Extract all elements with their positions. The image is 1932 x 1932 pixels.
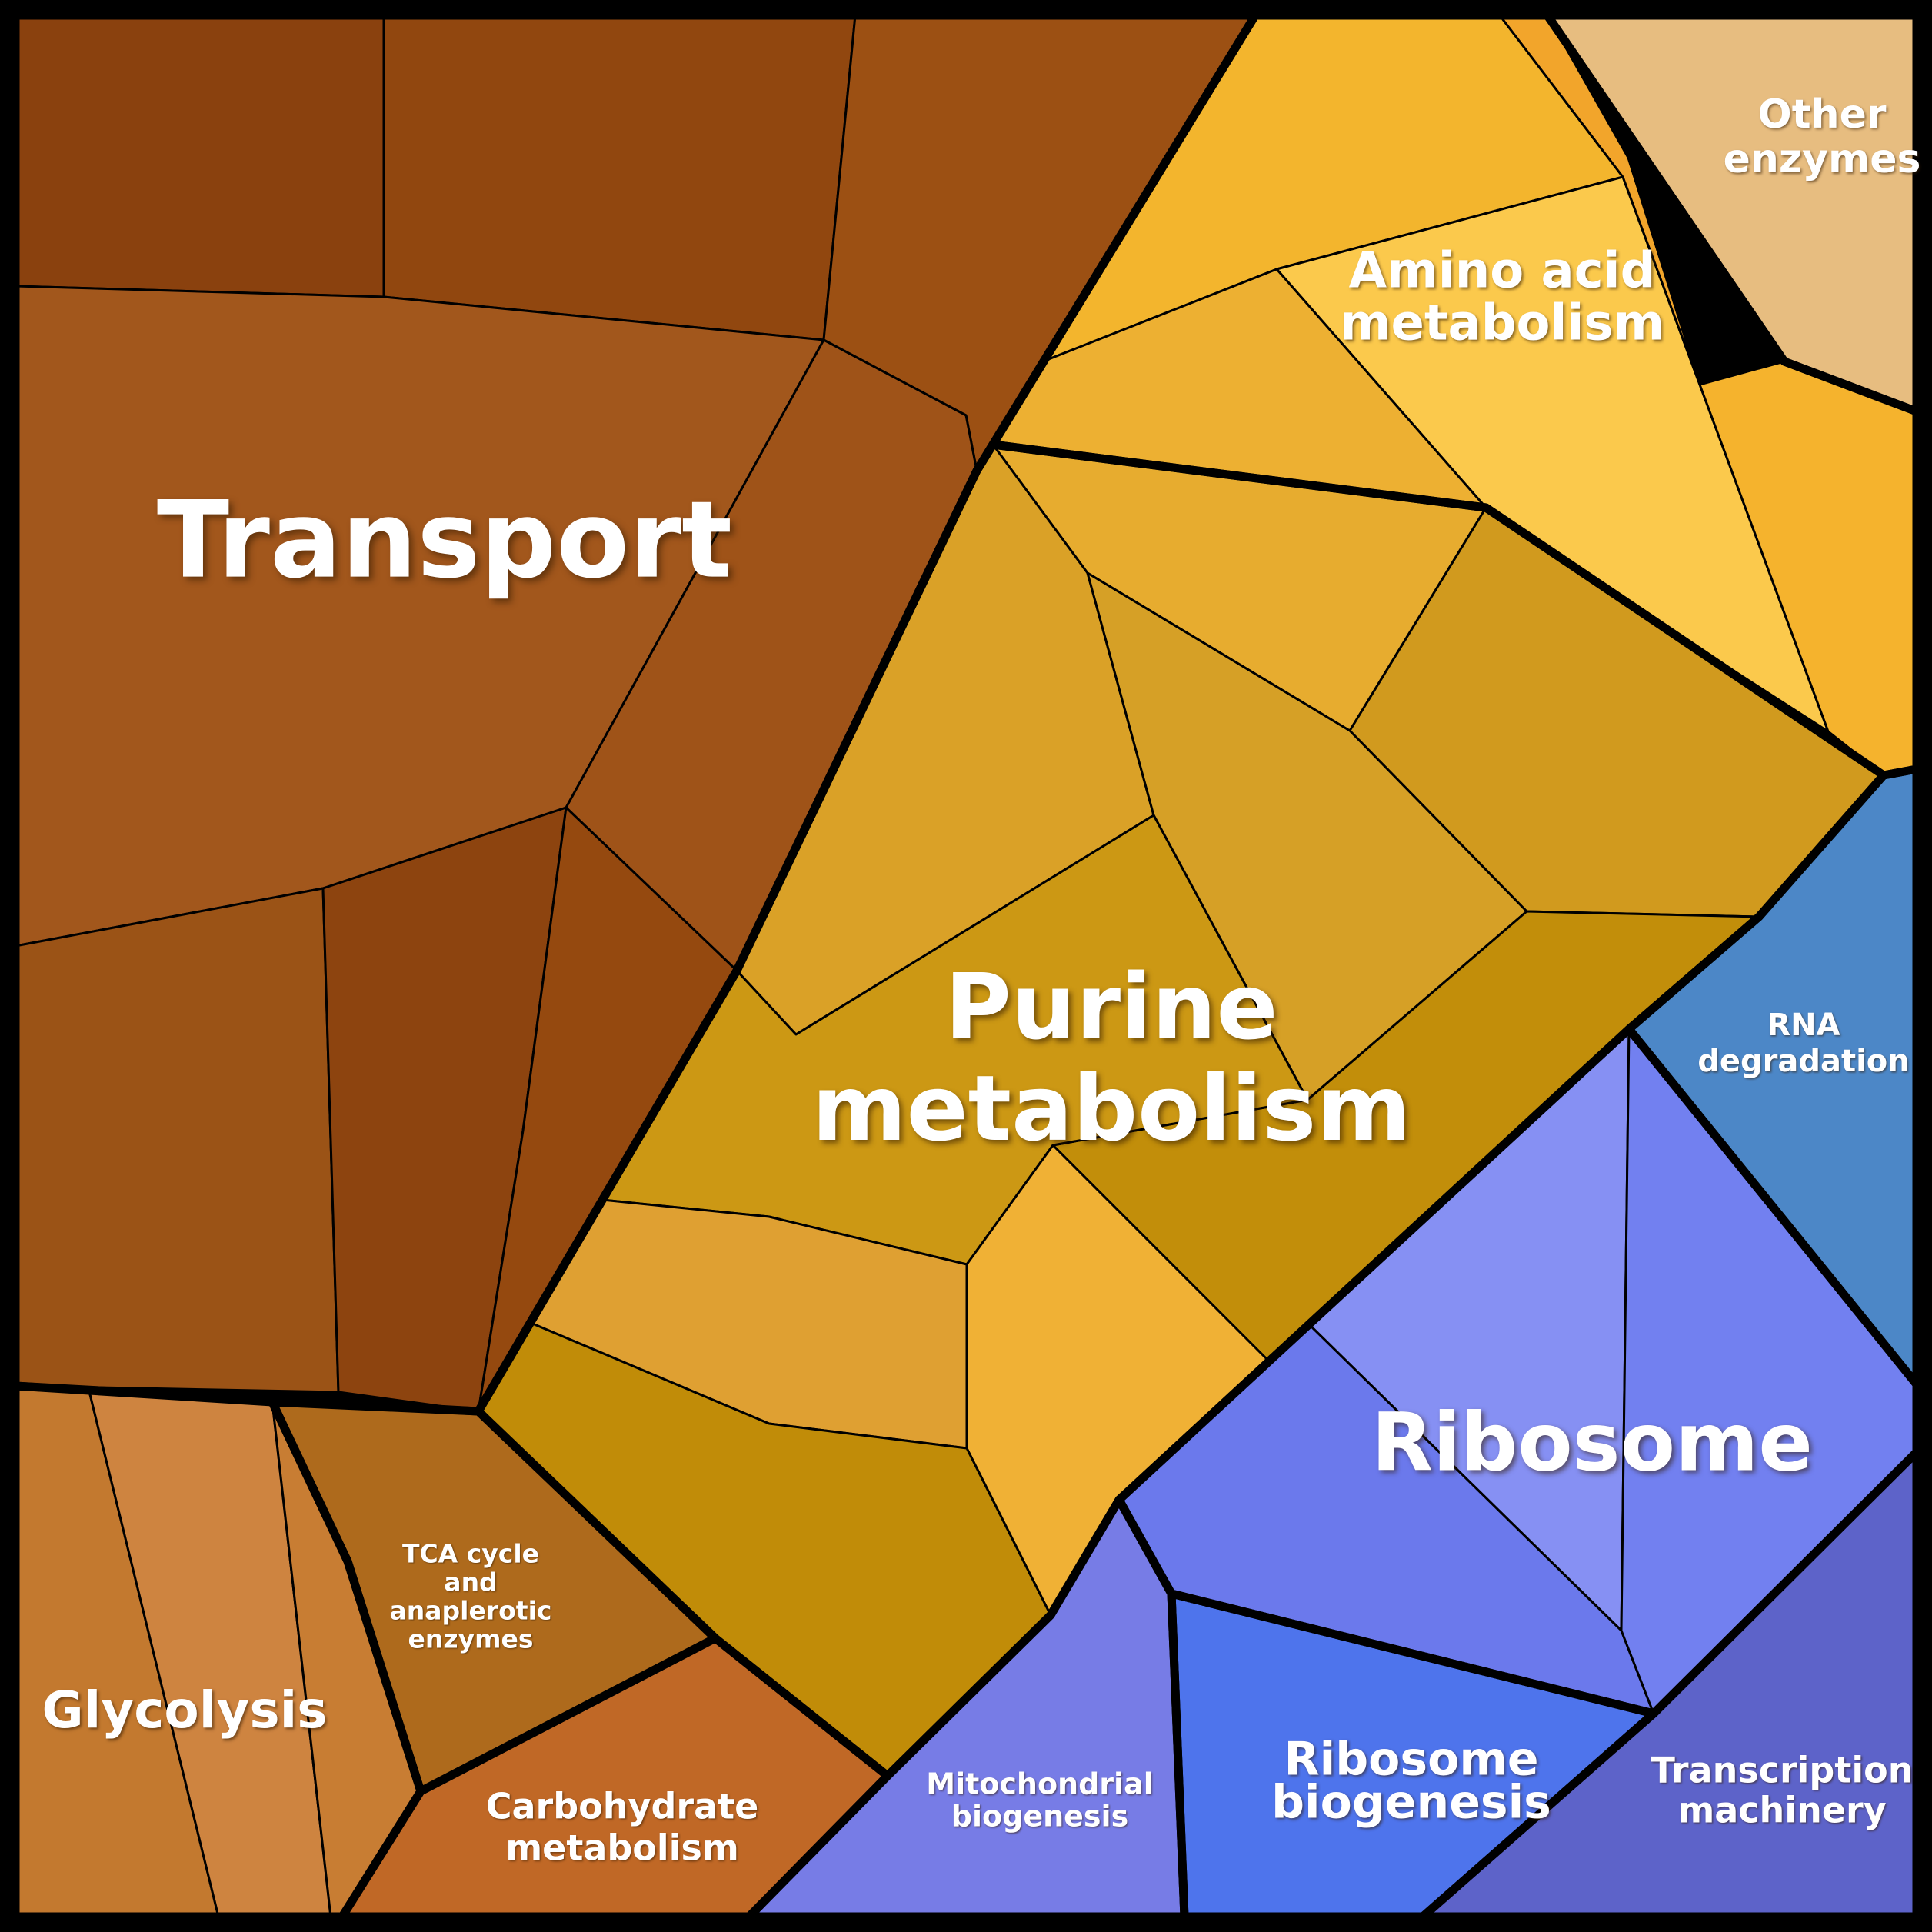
transcription-machinery-label-line-0: Transcription	[1651, 1750, 1914, 1791]
rna-degradation-label-line-1: degradation	[1697, 1044, 1910, 1079]
other-enzymes-outline	[1543, 11, 1921, 416]
ribosome-biogenesis-label-line-0: Ribosome	[1284, 1733, 1538, 1787]
tca-cycle-label-line-0: TCA cycle	[402, 1539, 539, 1569]
amino-acid-metabolism-label-line-1: metabolism	[1340, 295, 1664, 352]
purine-metabolism-label-line-0: Purine	[944, 954, 1277, 1060]
other-enzymes-label-line-0: Other	[1758, 92, 1887, 138]
tca-cycle-label-line-3: enzymes	[408, 1624, 533, 1654]
mitochondrial-biogenesis-label-line-0: Mitochondrial	[926, 1767, 1153, 1801]
ribosome-biogenesis-label-line-1: biogenesis	[1271, 1776, 1551, 1830]
transport-cell-5	[14, 887, 340, 1394]
amino-acid-metabolism-label-line-0: Amino acid	[1349, 243, 1656, 300]
glycolysis-outline	[11, 1381, 425, 1921]
carbohydrate-metabolism-label-line-1: metabolism	[505, 1827, 739, 1869]
other-enzymes-label-line-1: enzymes	[1724, 136, 1921, 182]
transport-cell-1	[382, 14, 857, 341]
transcription-machinery-label-line-1: machinery	[1677, 1790, 1886, 1831]
transcription-machinery-outline	[1418, 1447, 1921, 1921]
tca-cycle-label-line-1: and	[444, 1567, 497, 1597]
transport-cell-0	[14, 14, 385, 298]
ribosome-label-line-0: Ribosome	[1371, 1395, 1813, 1489]
purine-metabolism-label-line-1: metabolism	[812, 1055, 1411, 1161]
carbohydrate-metabolism-label-line-0: Carbohydrate	[486, 1786, 759, 1827]
glycolysis-label-line-0: Glycolysis	[42, 1681, 327, 1740]
rna-degradation-label-line-0: RNA	[1767, 1008, 1840, 1043]
transport-label-line-0: Transport	[157, 478, 732, 602]
tca-cycle-label-line-2: anaplerotic	[390, 1596, 552, 1626]
mitochondrial-biogenesis-label-line-1: biogenesis	[951, 1800, 1128, 1834]
